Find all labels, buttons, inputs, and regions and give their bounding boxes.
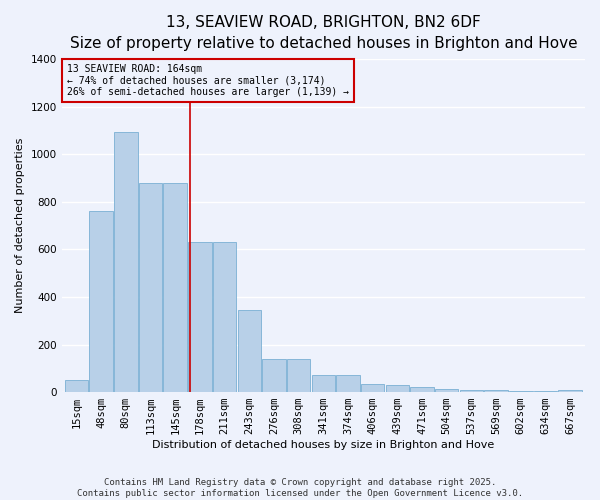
Bar	[410, 388, 434, 392]
Bar	[311, 376, 335, 392]
Bar	[287, 359, 310, 392]
Bar	[139, 183, 162, 392]
Text: 13 SEAVIEW ROAD: 164sqm
← 74% of detached houses are smaller (3,174)
26% of semi: 13 SEAVIEW ROAD: 164sqm ← 74% of detache…	[67, 64, 349, 98]
Bar	[386, 385, 409, 392]
Bar	[188, 242, 212, 392]
X-axis label: Distribution of detached houses by size in Brighton and Hove: Distribution of detached houses by size …	[152, 440, 494, 450]
Bar	[65, 380, 88, 392]
Bar	[89, 212, 113, 392]
Bar	[238, 310, 261, 392]
Title: 13, SEAVIEW ROAD, BRIGHTON, BN2 6DF
Size of property relative to detached houses: 13, SEAVIEW ROAD, BRIGHTON, BN2 6DF Size…	[70, 15, 577, 51]
Bar	[435, 388, 458, 392]
Bar	[361, 384, 385, 392]
Bar	[460, 390, 483, 392]
Bar	[559, 390, 582, 392]
Bar	[484, 390, 508, 392]
Bar	[213, 242, 236, 392]
Bar	[509, 391, 533, 392]
Bar	[262, 359, 286, 392]
Bar	[114, 132, 137, 392]
Bar	[163, 183, 187, 392]
Y-axis label: Number of detached properties: Number of detached properties	[15, 138, 25, 314]
Bar	[336, 376, 360, 392]
Text: Contains HM Land Registry data © Crown copyright and database right 2025.
Contai: Contains HM Land Registry data © Crown c…	[77, 478, 523, 498]
